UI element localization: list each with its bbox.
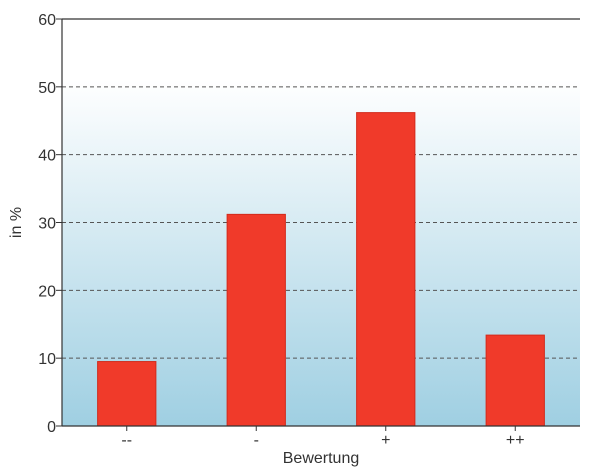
bar bbox=[356, 112, 416, 427]
y-tick-label: 30 bbox=[38, 216, 56, 233]
y-tick-label: 40 bbox=[38, 148, 56, 165]
bar bbox=[485, 334, 545, 427]
bar bbox=[97, 361, 157, 427]
y-tick-label: 60 bbox=[38, 12, 56, 29]
y-tick-label: 10 bbox=[38, 351, 56, 368]
y-tick-label: 0 bbox=[47, 419, 56, 436]
y-axis-title: in % bbox=[8, 207, 25, 238]
y-tick-labels: 0 10 20 30 40 50 60 bbox=[38, 12, 56, 436]
x-tick-label: + bbox=[381, 432, 390, 449]
y-tick-label: 20 bbox=[38, 283, 56, 300]
y-tick-label: 50 bbox=[38, 80, 56, 97]
x-tick-label: ++ bbox=[506, 432, 525, 449]
x-tick-label: - bbox=[254, 432, 259, 449]
x-axis-title: Bewertung bbox=[283, 450, 360, 467]
x-tick-labels: -- - + ++ bbox=[121, 432, 524, 449]
bar bbox=[226, 213, 286, 427]
axes bbox=[61, 18, 580, 427]
gridlines bbox=[56, 18, 580, 427]
x-tick-label: -- bbox=[121, 432, 132, 449]
